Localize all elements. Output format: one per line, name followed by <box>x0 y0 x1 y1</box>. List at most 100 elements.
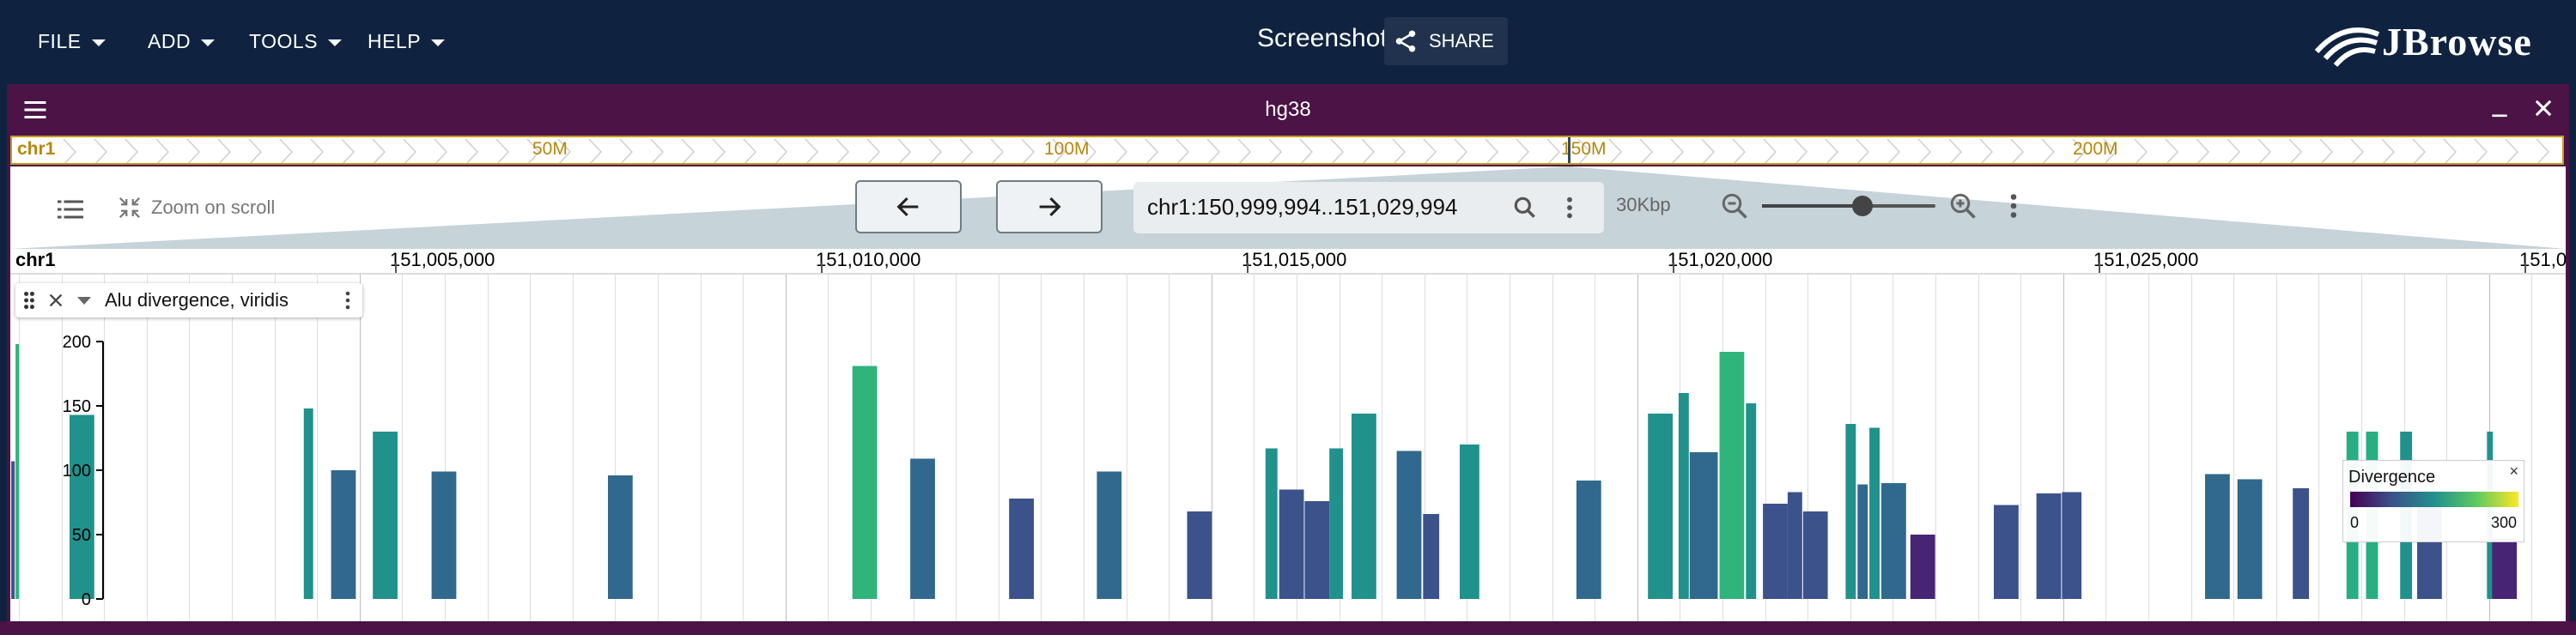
feature-bar[interactable] <box>1009 499 1034 599</box>
feature-bar[interactable] <box>2036 493 2062 599</box>
feature-bar[interactable] <box>1910 535 1935 599</box>
caret-down-icon <box>91 39 106 46</box>
gridline <box>1765 275 1766 626</box>
overview-label-50m: 50M <box>532 139 568 159</box>
overview-chevron <box>63 138 77 163</box>
feature-bar[interactable] <box>1802 511 1828 599</box>
caret-down-icon[interactable] <box>77 296 91 305</box>
track-label-chip[interactable]: Alu divergence, viridis <box>15 283 362 318</box>
overview-chevron <box>125 138 139 163</box>
feature-bar[interactable] <box>373 432 398 599</box>
overview-chevron <box>2196 138 2210 163</box>
feature-bar[interactable] <box>15 344 20 599</box>
menu-file[interactable]: FILE <box>38 26 106 57</box>
overview-chevron <box>835 138 850 163</box>
track-name: Alu divergence, viridis <box>105 289 289 311</box>
feature-bar[interactable] <box>1576 481 1601 599</box>
overview-chevron <box>186 138 201 163</box>
menu-add[interactable]: ADD <box>148 26 216 57</box>
close-track-icon[interactable] <box>46 291 65 310</box>
search-icon[interactable] <box>1511 194 1539 221</box>
feature-bar[interactable] <box>1187 511 1212 599</box>
feature-bar[interactable] <box>2492 538 2518 600</box>
overview-chevron <box>2505 138 2519 163</box>
feature-bar[interactable] <box>608 475 633 599</box>
feature-bar[interactable] <box>2237 479 2263 600</box>
zoom-slider-track-fill <box>1762 204 1863 208</box>
overview-scale-bar[interactable]: chr1 50M 100M 150M 200M <box>10 136 2564 165</box>
feature-bar[interactable] <box>1881 483 1906 599</box>
track-selector-icon[interactable] <box>55 194 86 225</box>
gridline <box>785 275 787 626</box>
location-search-box[interactable]: chr1:150,999,994..151,029,994 <box>1133 182 1604 233</box>
feature-bar[interactable] <box>1857 484 1868 600</box>
arrow-right-icon <box>1039 197 1061 217</box>
gridline <box>487 275 489 626</box>
zoom-in-icon[interactable] <box>1947 190 1978 221</box>
feature-bar[interactable] <box>1304 501 1330 599</box>
gridline <box>1169 275 1170 626</box>
feature-bar[interactable] <box>2293 488 2309 599</box>
feature-bar[interactable] <box>11 461 15 600</box>
feature-bar[interactable] <box>1689 452 1718 599</box>
menu-tools[interactable]: TOOLS <box>249 26 343 57</box>
zoom-on-scroll-toggle[interactable]: Zoom on scroll <box>117 190 275 225</box>
feature-bar[interactable] <box>1329 448 1344 600</box>
feature-bar[interactable] <box>1352 414 1376 599</box>
feature-bar[interactable] <box>1423 514 1440 599</box>
feature-bar[interactable] <box>1279 489 1304 600</box>
feature-bar[interactable] <box>1787 492 1802 600</box>
zoom-out-icon[interactable] <box>1719 190 1750 221</box>
overview-label-200m: 200M <box>2073 139 2118 159</box>
overview-chevron <box>2072 138 2087 163</box>
feature-bar[interactable] <box>1719 352 1745 599</box>
zoom-slider[interactable] <box>1762 196 1935 216</box>
drag-handle-icon[interactable] <box>22 291 36 310</box>
view-options-icon[interactable] <box>2004 190 2023 221</box>
location-input[interactable]: chr1:150,999,994..151,029,994 <box>1147 194 1458 220</box>
feature-bar[interactable] <box>1678 393 1689 599</box>
overview-chevron <box>2412 138 2427 163</box>
overview-chevron <box>2350 138 2365 163</box>
feature-bar[interactable] <box>2062 492 2082 600</box>
feature-bar[interactable] <box>852 366 878 600</box>
feature-bar[interactable] <box>1763 504 1788 599</box>
legend-close-icon[interactable]: × <box>2509 463 2518 480</box>
feature-bar[interactable] <box>1845 424 1856 599</box>
feature-bar[interactable] <box>70 414 94 600</box>
feature-bar[interactable] <box>1460 444 1479 599</box>
feature-bar[interactable] <box>1648 414 1673 599</box>
pan-right-button[interactable] <box>996 180 1103 233</box>
menu-help[interactable]: HELP <box>368 26 446 57</box>
gridline <box>1978 275 1979 626</box>
overview-chevron <box>619 138 634 163</box>
gridline <box>445 275 446 626</box>
feature-bar[interactable] <box>303 408 313 599</box>
more-vert-icon[interactable] <box>1559 194 1580 221</box>
feature-bar[interactable] <box>1396 451 1422 600</box>
gridline <box>2531 275 2533 626</box>
feature-bar[interactable] <box>1994 505 2019 600</box>
feature-bar[interactable] <box>331 470 356 599</box>
track-menu-icon[interactable] <box>343 290 352 311</box>
feature-bar[interactable] <box>431 471 457 600</box>
feature-bar[interactable] <box>1869 427 1880 600</box>
feature-bar[interactable] <box>1265 448 1278 600</box>
feature-bar[interactable] <box>910 458 935 600</box>
minimize-icon[interactable] <box>2488 98 2511 120</box>
feature-bar[interactable] <box>1746 403 1757 599</box>
feature-bar[interactable] <box>2205 474 2230 600</box>
overview-chevron <box>2165 138 2179 163</box>
close-view-icon[interactable] <box>2531 96 2555 120</box>
share-button[interactable]: SHARE <box>1384 17 1508 65</box>
zoom-slider-thumb[interactable] <box>1852 196 1874 216</box>
feature-bar[interactable] <box>1097 471 1122 600</box>
overview-chevron <box>1577 138 1592 163</box>
overview-chevron <box>1052 138 1066 163</box>
pan-left-button[interactable] <box>855 180 962 233</box>
overview-chevron <box>1021 138 1036 163</box>
overview-chevron <box>2134 138 2148 163</box>
hamburger-menu-icon[interactable] <box>22 97 48 123</box>
session-title[interactable]: Screenshot <box>1257 24 1388 52</box>
share-label: SHARE <box>1429 30 1494 51</box>
